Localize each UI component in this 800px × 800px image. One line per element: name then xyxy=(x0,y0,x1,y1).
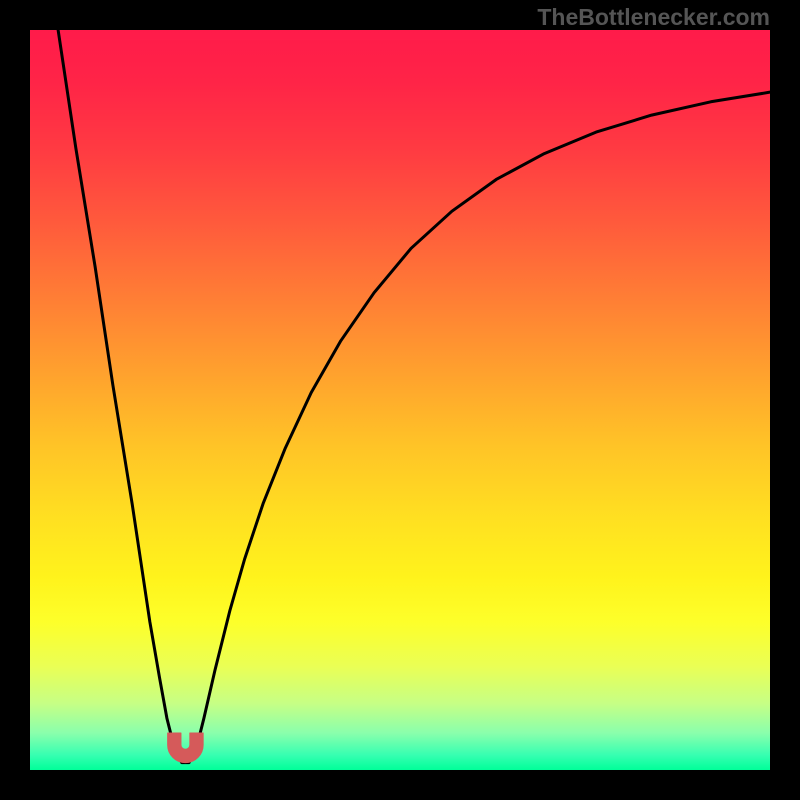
plot-area xyxy=(30,30,770,770)
chart-container: { "canvas": { "width": 800, "height": 80… xyxy=(0,0,800,800)
optimum-marker xyxy=(30,30,770,770)
watermark-text: TheBottlenecker.com xyxy=(537,4,770,31)
